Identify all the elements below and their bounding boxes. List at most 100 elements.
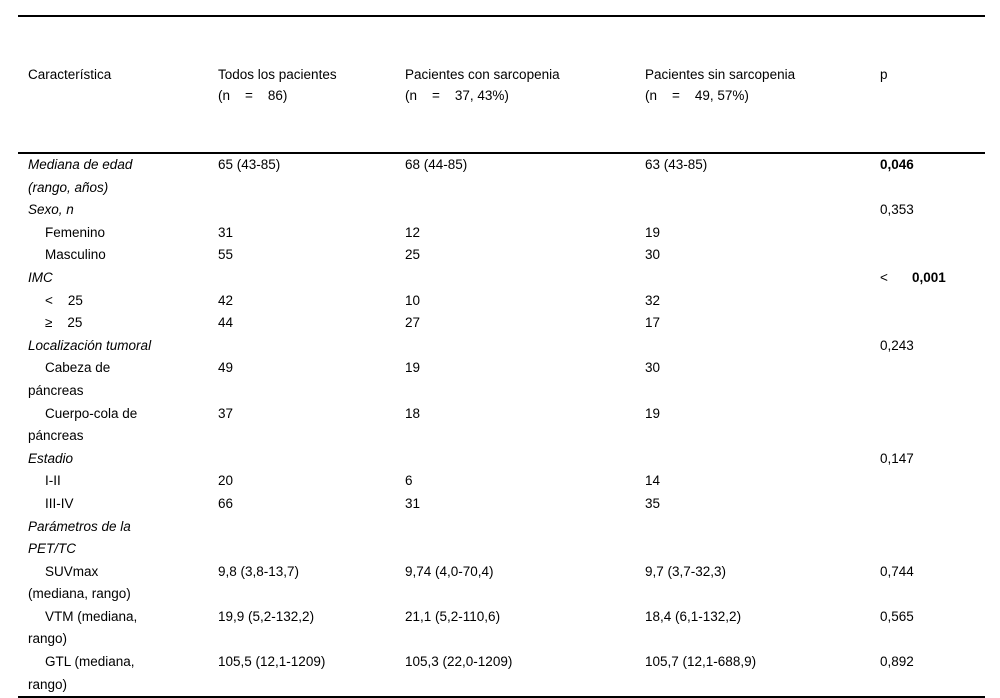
- table-row: Sexo, n 0,353: [18, 199, 985, 222]
- value-cell: 49: [218, 360, 234, 376]
- value-cell: [645, 335, 880, 358]
- table-row: SUVmax (mediana, rango) 9,8 (3,8-13,7) 9,7…: [18, 561, 985, 606]
- p-value-cell: 0,147: [880, 448, 985, 471]
- value-cell: [218, 199, 405, 222]
- row-label-cell: I-II: [45, 473, 61, 489]
- table-row: Mediana de edad (rango, años) 65 (43-85) 6…: [18, 153, 985, 199]
- value-cell: [218, 267, 405, 290]
- header-row: Característica Todos los pacientes (n = 8…: [18, 16, 985, 153]
- row-label-cell: Cuerpo-cola de páncreas: [28, 405, 138, 444]
- value-cell: [218, 516, 405, 561]
- value-cell: [645, 448, 880, 471]
- value-cell: 37: [218, 405, 234, 421]
- value-cell: 30: [645, 360, 661, 376]
- value-cell: 35: [645, 495, 661, 511]
- value-cell: 25: [405, 247, 421, 263]
- p-value-cell: [880, 403, 985, 448]
- value-cell: 65 (43-85): [218, 157, 281, 172]
- p-value: 0,001: [912, 269, 946, 285]
- col-header-caracteristica: Característica: [18, 16, 218, 153]
- p-value: 0,744: [880, 563, 914, 579]
- table-row: IMC <0,001: [18, 267, 985, 290]
- value-cell: 105,7 (12,1-688,9): [645, 654, 757, 670]
- col-subtitle: (n = 49, 57%): [645, 88, 749, 103]
- value-cell: [405, 267, 645, 290]
- value-cell: 6: [405, 473, 413, 489]
- value-cell: 105,5 (12,1-1209): [218, 654, 326, 670]
- value-cell: 10: [405, 292, 421, 308]
- row-label-cell: Femenino: [45, 224, 106, 240]
- col-title: Todos los pacientes: [218, 67, 337, 82]
- p-value: 0,147: [880, 450, 914, 466]
- value-cell: 19,9 (5,2-132,2): [218, 608, 315, 624]
- col-title: Característica: [28, 67, 112, 82]
- row-label-cell: Sexo, n: [28, 202, 74, 218]
- table-row: Femenino 31 12 19: [18, 222, 985, 245]
- col-header-todos-los-pacientes: Todos los pacientes (n = 86): [218, 16, 405, 153]
- p-value-cell: 0,046: [880, 153, 985, 199]
- p-value: 0,353: [880, 202, 914, 218]
- value-cell: [645, 267, 880, 290]
- table-row: ≥ 25 44 27 17: [18, 312, 985, 335]
- value-cell: [405, 448, 645, 471]
- p-value: 0,892: [880, 654, 914, 670]
- row-label-cell: Mediana de edad (rango, años): [28, 157, 133, 195]
- row-label-cell: Localización tumoral: [28, 337, 152, 353]
- value-cell: 105,3 (22,0-1209): [405, 654, 513, 670]
- value-cell: 66: [218, 495, 234, 511]
- col-subtitle: (n = 86): [218, 88, 288, 103]
- value-cell: [405, 199, 645, 222]
- value-cell: 44: [218, 315, 234, 331]
- value-cell: [645, 199, 880, 222]
- p-value-cell: 0,892: [880, 651, 985, 697]
- value-cell: 55: [218, 247, 234, 263]
- p-value: 0,565: [880, 608, 914, 624]
- col-title: Pacientes sin sarcopenia: [645, 67, 796, 82]
- col-header-pacientes-sin-sarcopenia: Pacientes sin sarcopenia (n = 49, 57%): [645, 16, 880, 153]
- value-cell: 9,8 (3,8-13,7): [218, 563, 300, 579]
- col-header-pacientes-con-sarcopenia: Pacientes con sarcopenia (n = 37, 43%): [405, 16, 645, 153]
- p-value-cell: [880, 357, 985, 402]
- row-label-cell: Cabeza de páncreas: [28, 360, 111, 398]
- row-label-cell: Masculino: [45, 247, 106, 263]
- p-value-cell: [880, 312, 985, 335]
- row-label-cell: Estadio: [28, 450, 74, 466]
- row-label-cell: SUVmax (mediana, rango): [28, 563, 131, 602]
- value-cell: 31: [405, 495, 421, 511]
- table-row: Localización tumoral 0,243: [18, 335, 985, 358]
- p-value-cell: [880, 290, 985, 313]
- patient-characteristics-table: Característica Todos los pacientes (n = 8…: [18, 15, 985, 698]
- col-title: Pacientes con sarcopenia: [405, 67, 560, 82]
- row-label-cell: III-IV: [45, 495, 74, 511]
- table-row: III-IV 66 31 35: [18, 493, 985, 516]
- table-row: Estadio 0,147: [18, 448, 985, 471]
- row-label-cell: GTL (mediana, rango): [28, 654, 135, 692]
- value-cell: 14: [645, 473, 661, 489]
- value-cell: [405, 335, 645, 358]
- row-label-cell: Parámetros de la PET/TC: [28, 518, 131, 557]
- value-cell: 19: [645, 224, 661, 240]
- row-label-cell: VTM (mediana, rango): [28, 608, 138, 647]
- value-cell: [218, 335, 405, 358]
- p-value: 0,243: [880, 337, 914, 353]
- row-label-cell: IMC: [28, 269, 53, 285]
- col-header-p: p: [880, 16, 985, 153]
- p-value-cell: 0,353: [880, 199, 985, 222]
- p-value-cell: 0,565: [880, 606, 985, 651]
- value-cell: 17: [645, 315, 661, 331]
- value-cell: 9,74 (4,0-70,4): [405, 563, 494, 579]
- value-cell: 20: [218, 473, 234, 489]
- value-cell: 32: [645, 292, 661, 308]
- table-row: Cuerpo-cola de páncreas 37 18 19: [18, 403, 985, 448]
- table-row: Parámetros de la PET/TC: [18, 516, 985, 561]
- value-cell: 18,4 (6,1-132,2): [645, 608, 742, 624]
- value-cell: [218, 448, 405, 471]
- p-value-cell: [880, 493, 985, 516]
- value-cell: 21,1 (5,2-110,6): [405, 608, 501, 624]
- p-value-cell: [880, 516, 985, 561]
- p-value: 0,046: [880, 157, 914, 172]
- p-value-cell: [880, 222, 985, 245]
- p-value-cell: [880, 244, 985, 267]
- row-label-cell: < 25: [45, 292, 83, 308]
- less-than-sign: <: [880, 269, 888, 285]
